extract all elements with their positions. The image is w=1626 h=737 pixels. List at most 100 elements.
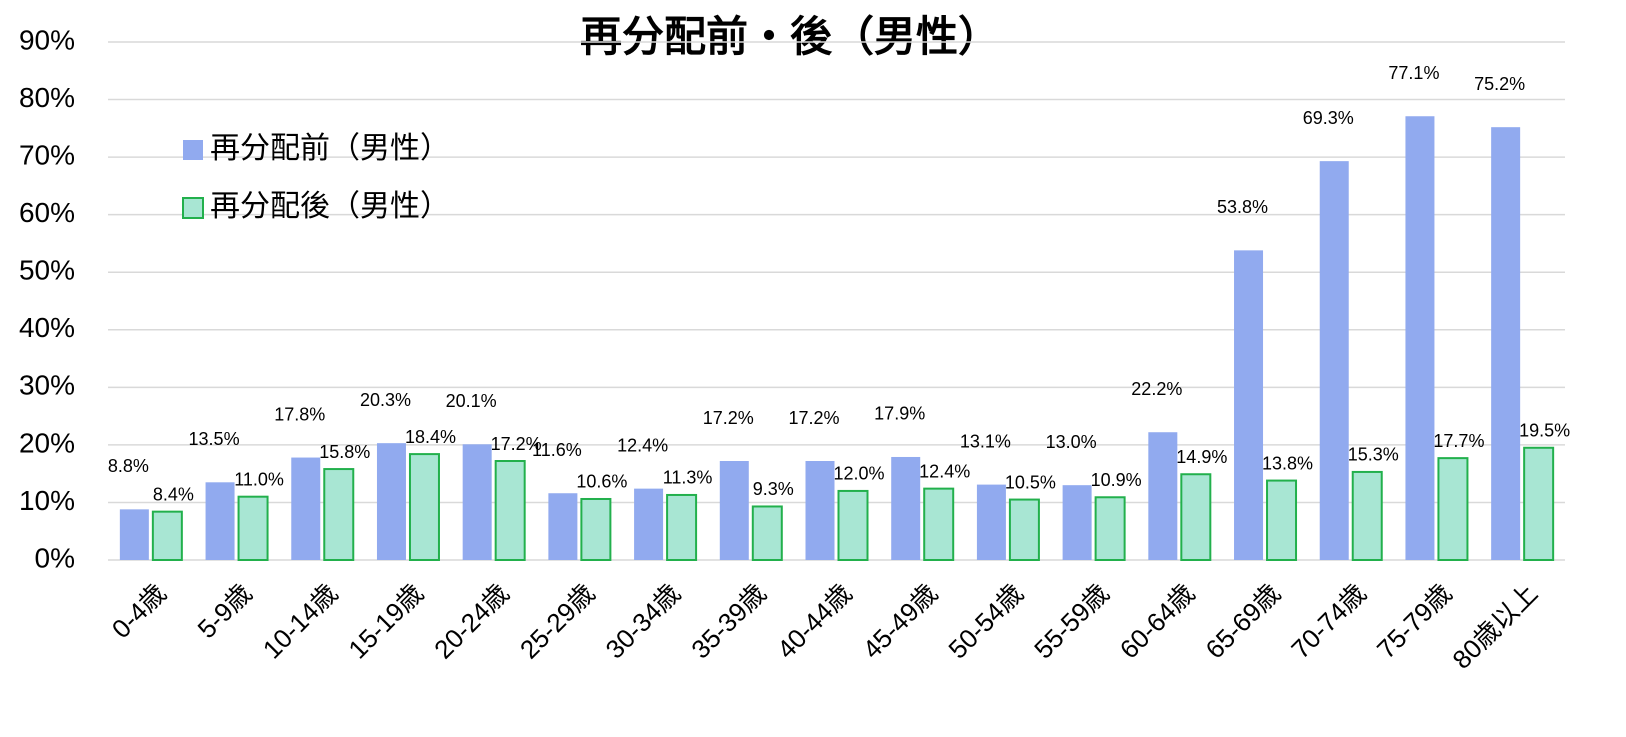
x-tick-label: 25-29歳 — [514, 578, 601, 665]
bar — [1062, 485, 1092, 560]
value-label: 11.6% — [532, 440, 582, 460]
value-label: 18.4% — [405, 427, 456, 447]
x-tick-label: 70-74歳 — [1285, 578, 1372, 665]
bar — [323, 468, 355, 561]
y-tick-label: 50% — [19, 255, 75, 286]
bar — [1008, 498, 1040, 562]
value-label: 14.9% — [1176, 447, 1227, 467]
value-label: 10.6% — [576, 472, 627, 492]
x-tick-label: 5-9歳 — [191, 578, 257, 644]
bar — [205, 482, 235, 560]
bar — [1523, 446, 1555, 561]
y-tick-label: 70% — [19, 140, 75, 171]
y-tick-label: 40% — [19, 312, 75, 343]
y-tick-label: 90% — [19, 24, 75, 55]
value-label: 75.2% — [1474, 74, 1525, 94]
bar — [408, 453, 440, 561]
legend-swatch — [182, 197, 204, 219]
value-label: 13.8% — [1262, 453, 1313, 473]
y-tick-label: 20% — [19, 427, 75, 458]
legend-label: 再分配前（男性） — [210, 132, 450, 165]
value-label: 19.5% — [1519, 421, 1570, 441]
value-label: 10.9% — [1091, 470, 1142, 490]
bar — [976, 484, 1006, 560]
x-tick-label: 0-4歳 — [106, 578, 172, 644]
x-tick-label: 35-39歳 — [685, 578, 772, 665]
value-label: 69.3% — [1303, 108, 1354, 128]
bar — [666, 493, 698, 561]
y-tick-label: 0% — [35, 542, 75, 573]
value-label: 13.5% — [189, 429, 240, 449]
value-label: 17.7% — [1433, 431, 1484, 451]
bar — [1405, 116, 1435, 560]
x-tick-label: 65-69歳 — [1200, 578, 1287, 665]
x-tick-label: 45-49歳 — [857, 578, 944, 665]
bar — [376, 443, 406, 560]
value-label: 13.1% — [960, 431, 1011, 451]
value-label: 15.3% — [1348, 445, 1399, 465]
x-tick-label: 30-34歳 — [600, 578, 687, 665]
value-label: 12.4% — [919, 461, 970, 481]
value-label: 11.0% — [234, 469, 284, 489]
x-tick-label: 80歳以上 — [1446, 578, 1543, 675]
bar — [751, 505, 783, 561]
value-label: 20.3% — [360, 390, 411, 410]
bar — [580, 497, 612, 562]
value-label: 20.1% — [446, 391, 497, 411]
x-tick-label: 40-44歳 — [771, 578, 858, 665]
bar — [891, 456, 921, 560]
value-label: 15.8% — [319, 442, 370, 462]
bar — [462, 444, 492, 560]
value-label: 9.3% — [753, 479, 794, 499]
x-tick-label: 10-14歳 — [257, 578, 344, 665]
value-label: 17.2% — [788, 408, 839, 428]
value-label: 13.0% — [1046, 432, 1097, 452]
bar — [1094, 496, 1126, 561]
bar — [1319, 161, 1349, 560]
value-label: 53.8% — [1217, 197, 1268, 217]
bar — [237, 495, 269, 562]
y-tick-label: 80% — [19, 82, 75, 113]
y-tick-label: 30% — [19, 370, 75, 401]
value-label: 17.9% — [874, 404, 925, 424]
value-label: 8.8% — [108, 456, 149, 476]
bar — [634, 488, 664, 560]
value-label: 12.0% — [833, 464, 884, 484]
value-label: 12.4% — [617, 435, 668, 455]
bar — [119, 509, 149, 560]
x-tick-label: 15-19歳 — [342, 578, 429, 665]
bar — [1266, 479, 1298, 561]
bar — [1180, 473, 1212, 561]
bar — [805, 461, 835, 560]
bar — [1351, 470, 1383, 561]
x-tick-label: 55-59歳 — [1028, 578, 1115, 665]
value-label: 17.2% — [491, 434, 542, 454]
legend-label: 再分配後（男性） — [210, 190, 450, 223]
bar — [548, 493, 578, 560]
value-label: 8.4% — [153, 484, 194, 504]
value-label: 77.1% — [1388, 63, 1439, 83]
bar — [151, 510, 183, 561]
legend-swatch — [183, 140, 203, 160]
bar — [837, 489, 869, 561]
value-label: 22.2% — [1131, 379, 1182, 399]
x-tick-label: 60-64歳 — [1114, 578, 1201, 665]
value-label: 10.5% — [1005, 472, 1056, 492]
x-tick-label: 50-54歳 — [942, 578, 1029, 665]
bar — [1437, 457, 1469, 562]
bar — [923, 487, 955, 561]
y-tick-label: 10% — [19, 485, 75, 516]
bar — [1491, 127, 1521, 560]
y-tick-label: 60% — [19, 197, 75, 228]
bar — [719, 461, 749, 560]
x-tick-label: 75-79歳 — [1371, 578, 1458, 665]
bar — [1148, 432, 1178, 560]
value-label: 17.8% — [274, 404, 325, 424]
value-label: 17.2% — [703, 408, 754, 428]
x-tick-label: 20-24歳 — [428, 578, 515, 665]
bar — [1234, 250, 1264, 560]
chart-title: 再分配前・後（男性） — [580, 13, 1000, 60]
value-label: 11.3% — [663, 468, 713, 488]
bar — [494, 460, 526, 562]
